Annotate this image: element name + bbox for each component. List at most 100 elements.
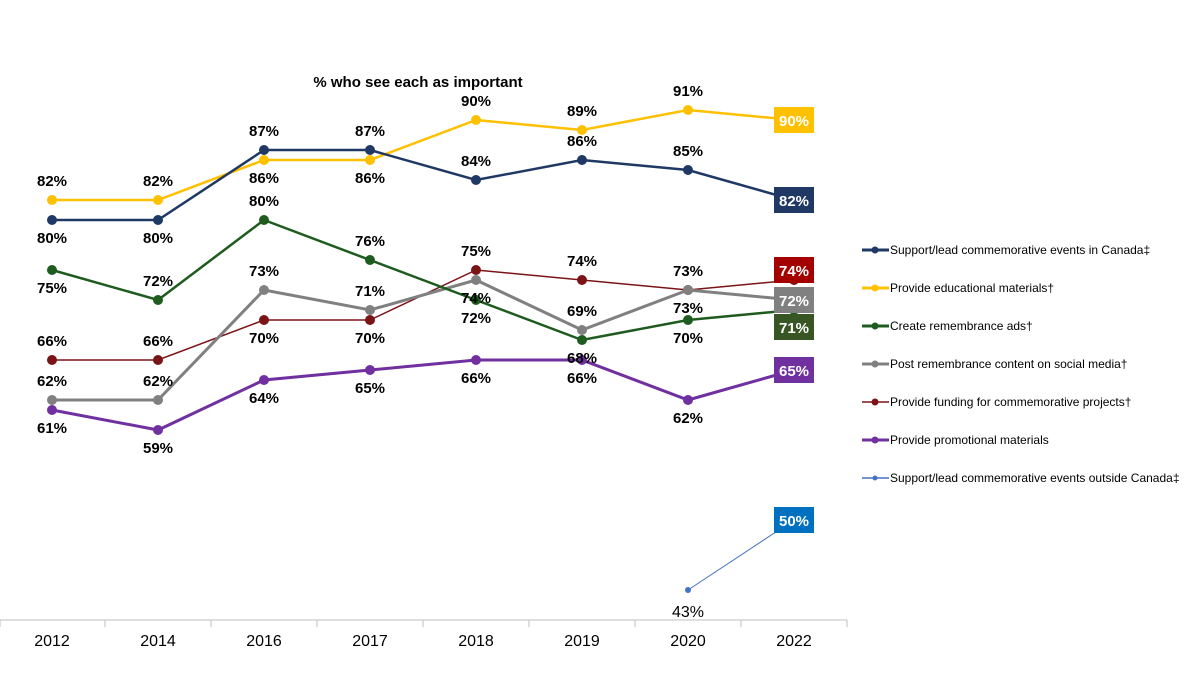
data-label: 66% <box>461 370 491 387</box>
data-label: 90% <box>779 113 809 130</box>
legend-entry: Support/lead commemorative events outsid… <box>890 471 1180 485</box>
data-label: 80% <box>37 230 67 247</box>
data-label: 65% <box>355 380 385 397</box>
chart-title: % who see each as important <box>313 74 522 91</box>
data-label: 86% <box>249 170 279 187</box>
data-point <box>259 315 269 325</box>
data-label: 72% <box>461 310 491 327</box>
x-tick-label: 2020 <box>670 633 706 650</box>
data-point <box>365 365 375 375</box>
data-label: 84% <box>461 153 491 170</box>
data-label: 70% <box>355 330 385 347</box>
data-label: 80% <box>143 230 173 247</box>
legend-marker <box>871 246 879 254</box>
data-label: 72% <box>143 273 173 290</box>
data-label: 75% <box>461 243 491 260</box>
data-point <box>471 355 481 365</box>
legend-entry: Provide educational materials† <box>890 281 1054 295</box>
end-label-box <box>774 314 814 340</box>
data-label: 87% <box>249 123 279 140</box>
end-label-box <box>774 287 814 313</box>
legend-marker <box>871 436 879 444</box>
series-line <box>52 108 795 202</box>
x-tick-label: 2014 <box>140 633 176 650</box>
data-label: 76% <box>355 233 385 250</box>
data-point <box>47 195 57 205</box>
data-label: 86% <box>355 170 385 187</box>
legend-marker <box>872 475 878 481</box>
data-point <box>259 145 269 155</box>
data-label: 70% <box>673 330 703 347</box>
legend-entry: Support/lead commemorative events in Can… <box>890 243 1150 257</box>
legend-marker <box>871 284 879 292</box>
data-label: 74% <box>461 290 491 307</box>
data-point <box>471 175 481 185</box>
data-point <box>471 275 481 285</box>
data-label: 73% <box>249 263 279 280</box>
data-point <box>683 315 693 325</box>
data-label: 71% <box>355 283 385 300</box>
data-point <box>259 155 269 165</box>
data-point <box>365 255 375 265</box>
data-point <box>47 355 57 365</box>
data-label: 43% <box>672 604 704 621</box>
legend-marker <box>871 322 879 330</box>
data-label: 61% <box>37 420 67 437</box>
data-point <box>683 285 693 295</box>
end-label-box <box>774 187 814 213</box>
data-label: 68% <box>567 350 597 367</box>
data-label: 74% <box>567 253 597 270</box>
end-label-box <box>774 357 814 383</box>
data-label: 50% <box>779 513 809 530</box>
data-label: 75% <box>37 280 67 297</box>
data-label: 86% <box>567 133 597 150</box>
legend-entry: Post remembrance content on social media… <box>890 357 1127 371</box>
legend-marker <box>871 398 879 406</box>
legend-marker <box>871 360 879 368</box>
data-label: 62% <box>37 373 67 390</box>
legend-entry: Create remembrance ads† <box>890 319 1033 333</box>
data-point <box>577 275 587 285</box>
data-point <box>47 215 57 225</box>
data-label: 62% <box>673 410 703 427</box>
x-tick-label: 2018 <box>458 633 494 650</box>
data-point <box>471 115 481 125</box>
data-label: 71% <box>779 320 809 337</box>
data-point <box>153 425 163 435</box>
data-point <box>259 375 269 385</box>
data-point <box>365 315 375 325</box>
data-label: 82% <box>143 173 173 190</box>
data-point <box>259 215 269 225</box>
data-label: 82% <box>37 173 67 190</box>
data-label: 64% <box>249 390 279 407</box>
data-label: 85% <box>673 143 703 160</box>
end-label-box <box>774 507 814 533</box>
data-label: 73% <box>673 300 703 317</box>
data-point <box>47 395 57 405</box>
x-tick-label: 2016 <box>246 633 282 650</box>
data-label: 70% <box>249 330 279 347</box>
data-point <box>471 265 481 275</box>
data-label: 90% <box>461 93 491 110</box>
data-point <box>685 587 691 593</box>
series-line <box>52 148 795 222</box>
x-tick-label: 2022 <box>776 633 812 650</box>
data-point <box>365 305 375 315</box>
data-point <box>577 325 587 335</box>
data-point <box>365 155 375 165</box>
data-point <box>153 355 163 365</box>
data-label: 73% <box>673 263 703 280</box>
data-point <box>577 155 587 165</box>
legend-entry: Provide promotional materials <box>890 433 1049 447</box>
data-label: 82% <box>779 193 809 210</box>
data-label: 59% <box>143 440 173 457</box>
legend-entry: Provide funding for commemorative projec… <box>890 395 1131 409</box>
x-tick-label: 2017 <box>352 633 388 650</box>
data-label: 65% <box>779 363 809 380</box>
data-label: 66% <box>143 333 173 350</box>
data-point <box>683 105 693 115</box>
data-label: 91% <box>673 83 703 100</box>
data-point <box>259 285 269 295</box>
